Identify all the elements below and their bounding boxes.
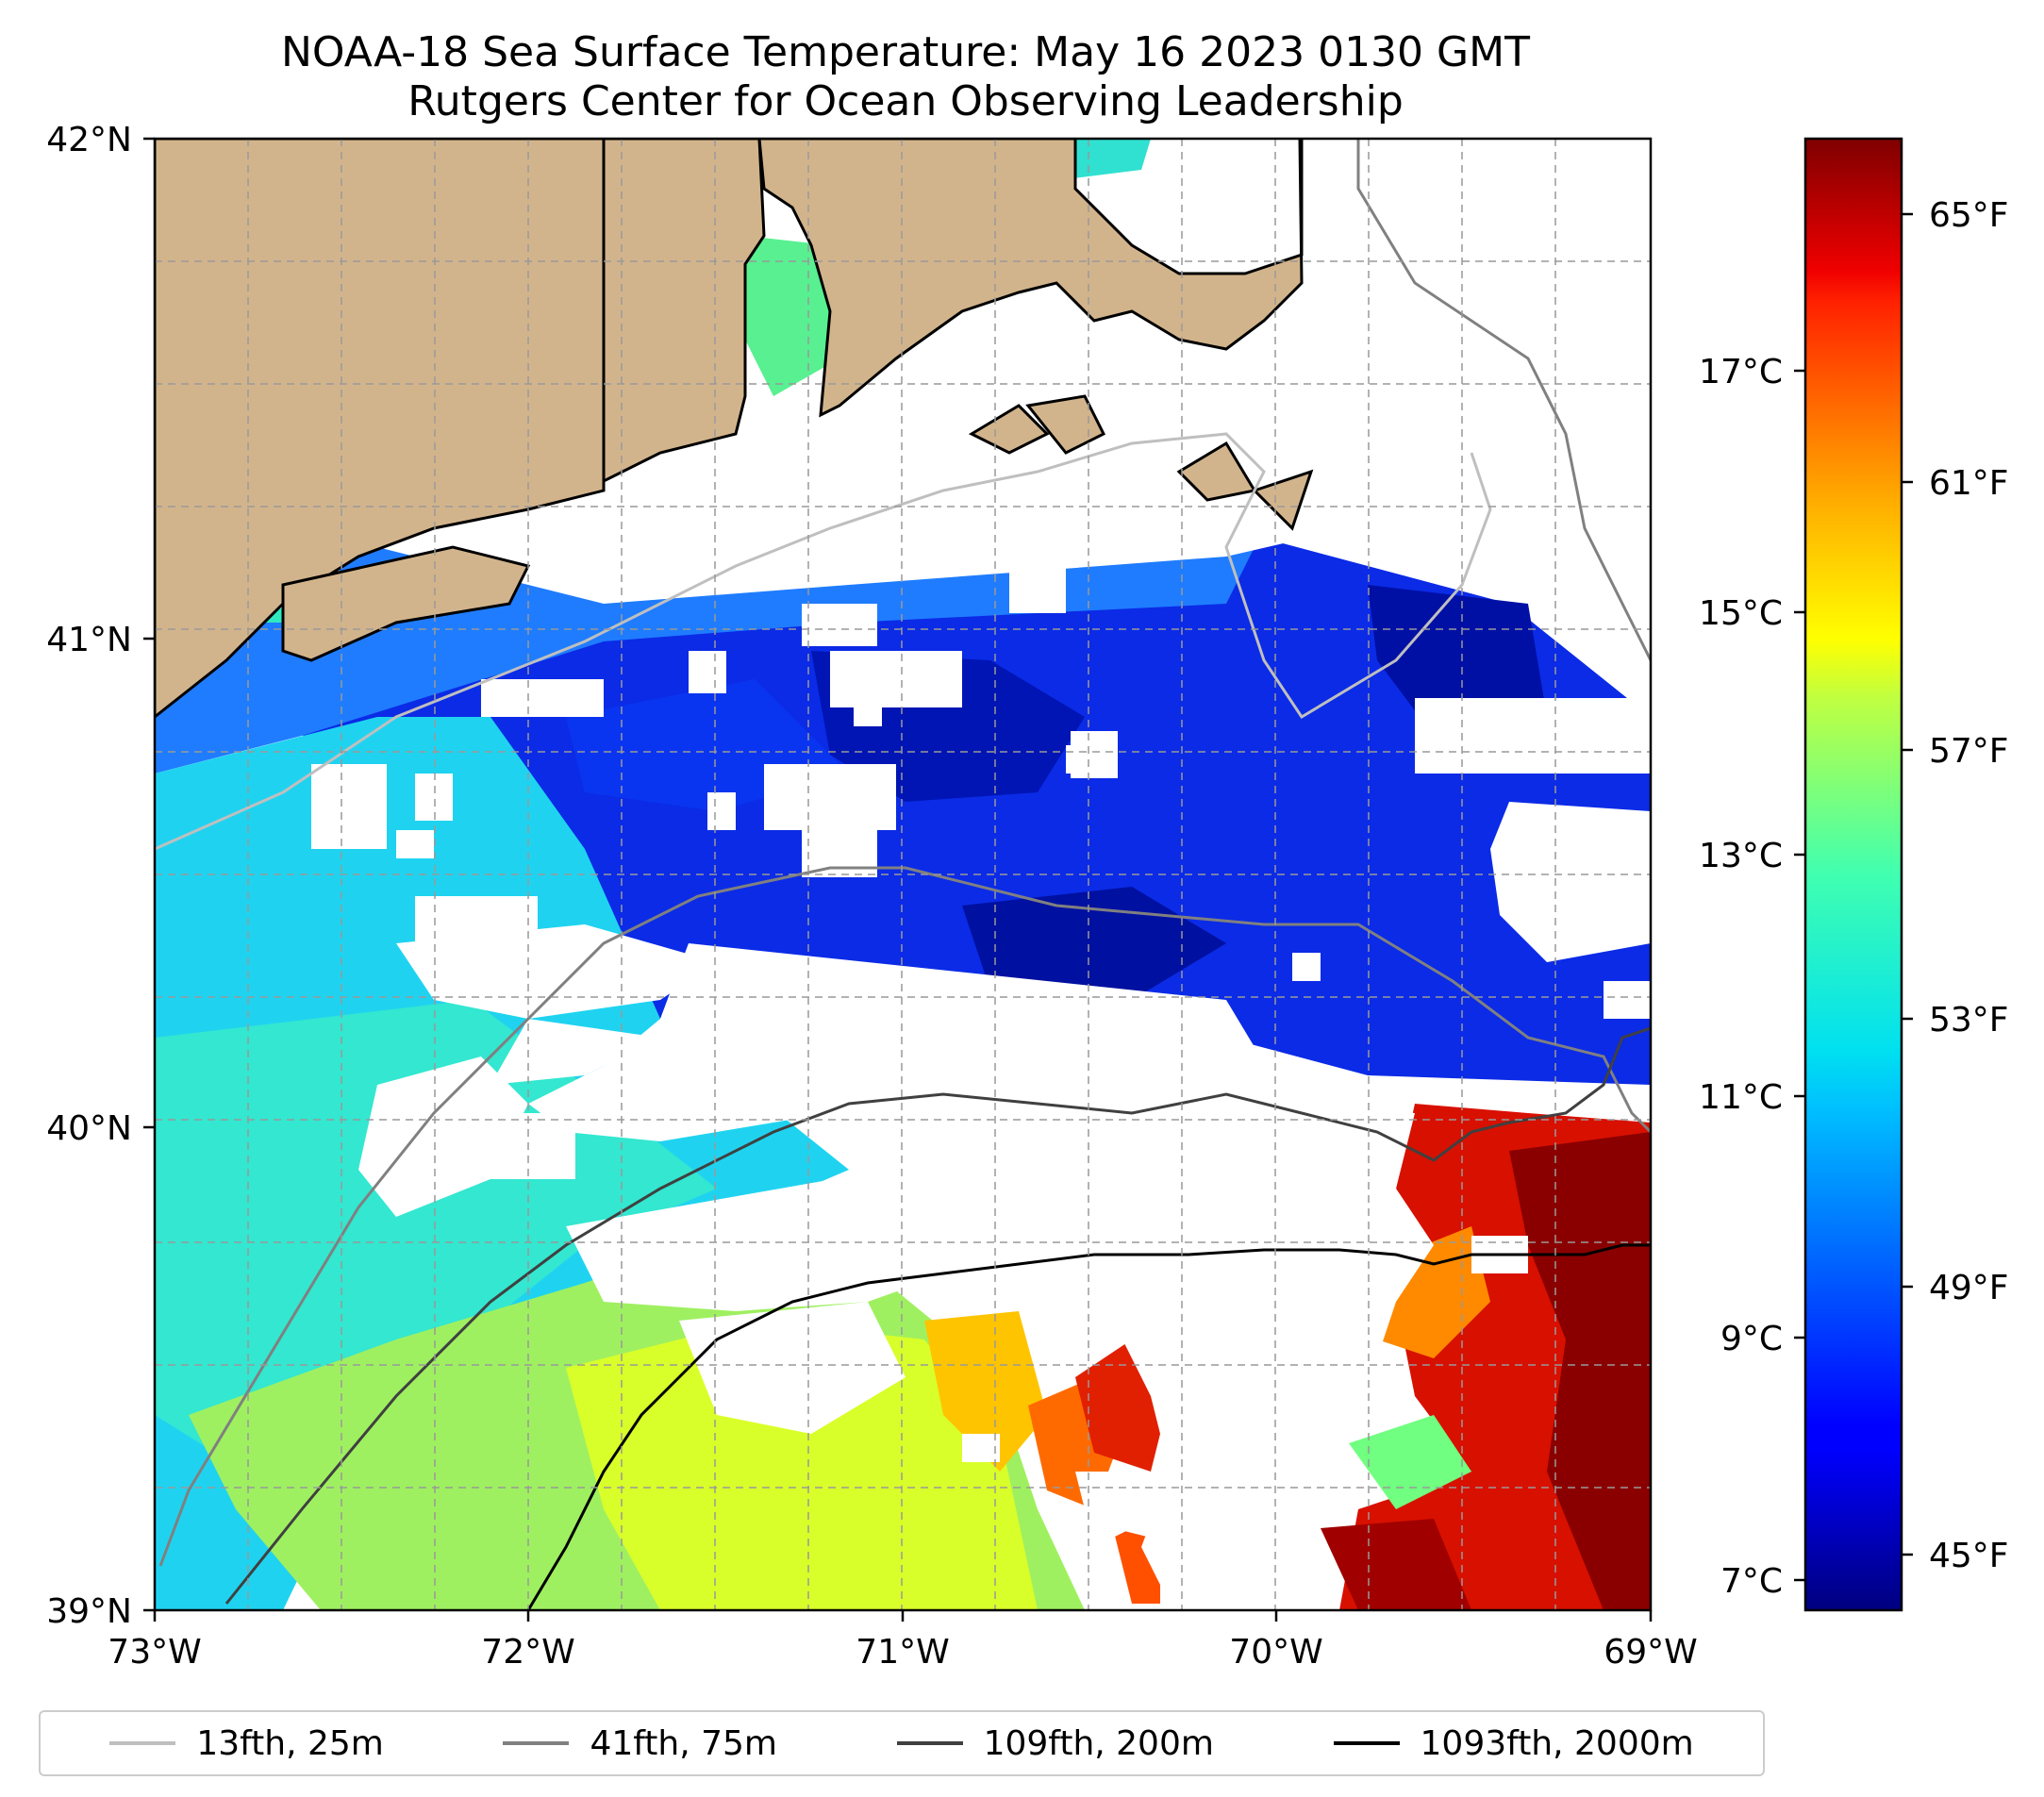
fahrenheit-tick-label: 57°F — [1929, 732, 2009, 771]
lat-tick-label: 42°N — [46, 121, 132, 159]
lon-tick-label: 72°W — [481, 1633, 574, 1672]
celsius-tick-label: 11°C — [1699, 1078, 1783, 1117]
contour-200m — [224, 1026, 1651, 1605]
map-grid — [155, 139, 1651, 1610]
legend-swatch — [109, 1741, 176, 1745]
celsius-tick-label: 9°C — [1720, 1320, 1783, 1358]
colorbar: 17°C 15°C 13°C 11°C 9°C 7°C 65°F 61°F 57… — [1699, 137, 2009, 1612]
contour-25m — [155, 432, 1492, 851]
fahrenheit-tick-label: 53°F — [1929, 1001, 2009, 1040]
contour-2000m — [526, 1243, 1651, 1610]
lon-tick-label: 73°W — [108, 1633, 201, 1672]
lon-axis: 73°W 72°W 71°W 70°W 69°W — [108, 1610, 1698, 1672]
fahrenheit-tick-label: 45°F — [1929, 1537, 2009, 1575]
map-title: NOAA-18 Sea Surface Temperature: May 16 … — [281, 28, 1530, 76]
lat-tick-label: 41°N — [46, 621, 132, 659]
legend-swatch — [503, 1741, 570, 1745]
land-masses — [155, 139, 1314, 719]
sst-map — [155, 139, 1651, 1610]
lon-tick-label: 69°W — [1604, 1633, 1697, 1672]
legend-label: 41fth, 75m — [590, 1723, 777, 1763]
celsius-tick-label: 7°C — [1720, 1562, 1783, 1601]
celsius-tick-label: 13°C — [1699, 837, 1783, 875]
map-subtitle: Rutgers Center for Ocean Observing Leade… — [407, 77, 1404, 125]
legend-swatch — [1333, 1741, 1400, 1745]
legend-item-2000m: 1093fth, 2000m — [1333, 1723, 1694, 1763]
lon-tick-label: 71°W — [856, 1633, 949, 1672]
lon-tick-label: 70°W — [1229, 1633, 1322, 1672]
lat-axis: 42°N 41°N 40°N 39°N — [46, 121, 155, 1631]
contour-75m — [158, 139, 1651, 1567]
legend-item-75m: 41fth, 75m — [503, 1724, 777, 1763]
celsius-tick-label: 17°C — [1699, 353, 1783, 391]
lat-tick-label: 40°N — [46, 1109, 132, 1148]
contour-legend: 13fth, 25m 41fth, 75m 109fth, 200m 1093f… — [39, 1710, 1765, 1776]
fahrenheit-tick-label: 49°F — [1929, 1269, 2009, 1307]
fahrenheit-tick-label: 65°F — [1929, 196, 2009, 235]
bathymetry-contours — [155, 139, 1651, 1610]
legend-item-25m: 13fth, 25m — [109, 1724, 384, 1763]
lat-tick-label: 39°N — [46, 1592, 132, 1631]
legend-swatch — [896, 1741, 963, 1745]
fahrenheit-tick-label: 61°F — [1929, 464, 2009, 503]
colorbar-gradient — [1803, 137, 1903, 1612]
legend-label: 1093fth, 2000m — [1420, 1723, 1694, 1763]
legend-item-200m: 109fth, 200m — [896, 1723, 1214, 1763]
celsius-tick-label: 15°C — [1699, 594, 1783, 633]
legend-label: 109fth, 200m — [983, 1723, 1214, 1763]
legend-label: 13fth, 25m — [196, 1723, 384, 1763]
